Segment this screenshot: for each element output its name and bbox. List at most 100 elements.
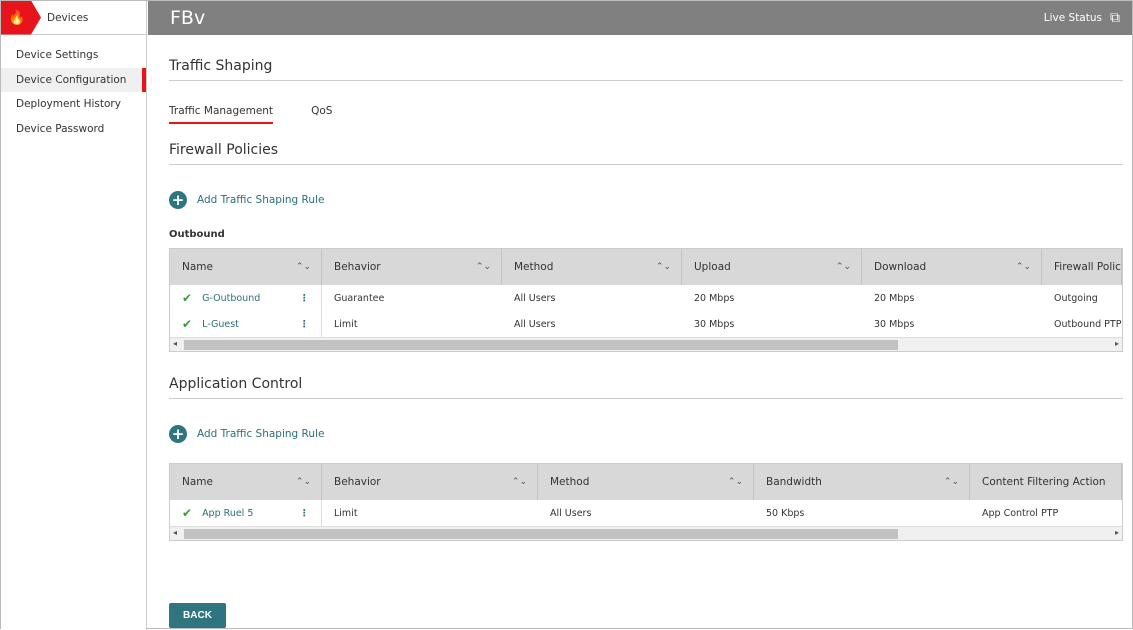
live-status-link[interactable]: Live Status ⧉ (1044, 10, 1120, 26)
column-header[interactable]: Content Filtering Action (970, 464, 1122, 500)
table-header-row: Name ⌃⌄ Behavior ⌃⌄ Method ⌃⌄ Bandwidth ⌃⌄ Conte… (170, 464, 1122, 500)
sort-icon[interactable]: ⌃⌄ (295, 477, 311, 487)
table-cell: 20 Mbps (874, 292, 915, 304)
column-header[interactable]: Firewall Policie (1042, 249, 1122, 285)
column-header-label: Behavior (334, 476, 381, 488)
column-header[interactable]: Bandwidth ⌃⌄ (754, 464, 970, 500)
main-content: Traffic Shaping Traffic Management QoS F… (169, 35, 1123, 628)
name-cell: ✔ App Ruel 5 ⋮ (170, 500, 322, 526)
external-link-icon: ⧉ (1110, 10, 1120, 26)
scrollbar-thumb[interactable] (184, 340, 898, 350)
sort-icon[interactable]: ⌃⌄ (943, 477, 959, 487)
outbound-heading: Outbound (169, 229, 225, 240)
horizontal-scrollbar[interactable]: ◂ ▸ (170, 526, 1122, 540)
tab-traffic-management[interactable]: Traffic Management (169, 105, 274, 124)
rule-name-link[interactable]: G-Outbound (202, 292, 261, 304)
sidebar-item-deployment-history[interactable]: Deployment History (16, 98, 121, 111)
more-options-icon[interactable]: ⋮ (299, 507, 310, 519)
rule-name-link[interactable]: L-Guest (202, 318, 239, 330)
table-row: ✔ App Ruel 5 ⋮ Limit All Users 50 Kbps App Con… (170, 500, 1122, 526)
name-cell: ✔ G-Outbound ⋮ (170, 285, 322, 311)
table-cell: App Control PTP (982, 507, 1059, 519)
sort-icon[interactable]: ⌃⌄ (295, 262, 311, 272)
tabs: Traffic Management QoS (169, 105, 1123, 124)
tab-qos[interactable]: QoS (311, 105, 333, 117)
table-cell: 50 Kbps (766, 507, 805, 519)
more-options-icon[interactable]: ⋮ (299, 318, 310, 330)
check-icon: ✔ (182, 291, 193, 305)
scrollbar-thumb[interactable] (184, 529, 898, 539)
table-cell: 30 Mbps (694, 318, 735, 330)
column-header[interactable]: Method ⌃⌄ (502, 249, 682, 285)
section-title: Traffic Shaping (169, 58, 1123, 81)
sort-icon[interactable]: ⌃⌄ (655, 262, 671, 272)
add-firewall-rule-button[interactable]: + Add Traffic Shaping Rule (169, 191, 1123, 209)
top-bar: FBv Live Status ⧉ (148, 1, 1132, 35)
firewall-policies-title: Firewall Policies (169, 142, 1123, 165)
sidebar-item-device-settings[interactable]: Device Settings (16, 49, 99, 62)
column-header[interactable]: Upload ⌃⌄ (682, 249, 862, 285)
table-header-row: Name ⌃⌄ Behavior ⌃⌄ Method ⌃⌄ Upload ⌃⌄ Download… (170, 249, 1122, 285)
sort-icon[interactable]: ⌃⌄ (1015, 262, 1031, 272)
application-control-title: Application Control (169, 376, 1123, 399)
device-title: FBv (170, 7, 206, 29)
table-cell: Limit (334, 318, 358, 330)
table-cell: 30 Mbps (874, 318, 915, 330)
sidebar: 🔥 Devices Device Settings Device Configu… (1, 0, 147, 630)
back-button[interactable]: BACK (169, 603, 226, 628)
sidebar-header[interactable]: 🔥 Devices (1, 0, 146, 35)
column-header-label: Name (182, 476, 213, 488)
table-cell: All Users (550, 507, 592, 519)
table-cell: Guarantee (334, 292, 385, 304)
sort-icon[interactable]: ⌃⌄ (475, 262, 491, 272)
sidebar-item-device-password[interactable]: Device Password (16, 122, 105, 135)
table-cell: All Users (514, 292, 556, 304)
column-header-label: Method (550, 476, 590, 488)
firewall-table: Name ⌃⌄ Behavior ⌃⌄ Method ⌃⌄ Upload ⌃⌄ Download… (169, 248, 1123, 352)
column-header-label: Bandwidth (766, 476, 822, 488)
column-header-label: Firewall Policie (1054, 261, 1121, 273)
column-header[interactable]: Download ⌃⌄ (862, 249, 1042, 285)
add-rule-label: Add Traffic Shaping Rule (197, 194, 325, 206)
column-header-label: Upload (694, 261, 731, 273)
scroll-right-icon[interactable]: ▸ (1114, 339, 1119, 348)
table-cell: All Users (514, 318, 556, 330)
column-header[interactable]: Behavior ⌃⌄ (322, 249, 502, 285)
column-header[interactable]: Name ⌃⌄ (170, 249, 322, 285)
check-icon: ✔ (182, 317, 193, 331)
column-header-label: Content Filtering Action (982, 476, 1106, 488)
check-icon: ✔ (182, 506, 193, 520)
table-cell: Outgoing (1054, 292, 1098, 304)
column-header-label: Name (182, 261, 213, 273)
column-header-label: Method (514, 261, 554, 273)
table-row: ✔ G-Outbound ⋮ Guarantee All Users 20 Mbps 20 … (170, 285, 1122, 311)
sort-icon[interactable]: ⌃⌄ (511, 477, 527, 487)
scroll-left-icon[interactable]: ◂ (173, 528, 178, 537)
plus-icon: + (169, 425, 187, 443)
sort-icon[interactable]: ⌃⌄ (727, 477, 743, 487)
horizontal-scrollbar[interactable]: ◂ ▸ (170, 337, 1122, 351)
table-row: ✔ L-Guest ⋮ Limit All Users 30 Mbps 30 Mbps Out… (170, 311, 1122, 337)
table-cell: 20 Mbps (694, 292, 735, 304)
sidebar-title: Devices (47, 11, 89, 24)
live-status-label: Live Status (1043, 12, 1102, 24)
table-cell: Outbound PTP (1054, 318, 1122, 330)
sidebar-item-device-configuration[interactable]: Device Configuration (1, 67, 146, 92)
column-header[interactable]: Behavior ⌃⌄ (322, 464, 538, 500)
column-header-label: Behavior (334, 261, 381, 273)
column-header-label: Download (874, 261, 927, 273)
more-options-icon[interactable]: ⋮ (299, 292, 310, 304)
scroll-right-icon[interactable]: ▸ (1114, 528, 1119, 537)
app-control-table: Name ⌃⌄ Behavior ⌃⌄ Method ⌃⌄ Bandwidth ⌃⌄ Conte… (169, 463, 1123, 541)
column-header[interactable]: Name ⌃⌄ (170, 464, 322, 500)
plus-icon: + (169, 191, 187, 209)
add-app-rule-button[interactable]: + Add Traffic Shaping Rule (169, 425, 1123, 443)
flame-logo-icon: 🔥 (1, 0, 41, 35)
add-rule-label: Add Traffic Shaping Rule (197, 428, 325, 440)
sort-icon[interactable]: ⌃⌄ (835, 262, 851, 272)
scroll-left-icon[interactable]: ◂ (173, 339, 178, 348)
table-cell: Limit (334, 507, 358, 519)
column-header[interactable]: Method ⌃⌄ (538, 464, 754, 500)
name-cell: ✔ L-Guest ⋮ (170, 311, 322, 337)
rule-name-link[interactable]: App Ruel 5 (202, 507, 254, 519)
